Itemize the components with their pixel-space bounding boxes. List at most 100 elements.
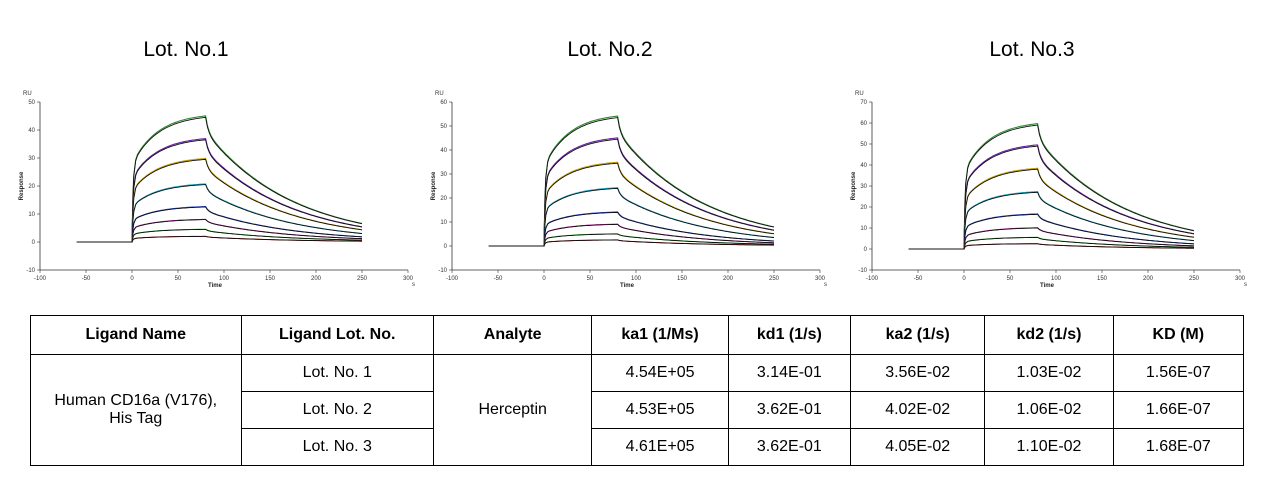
x-tick-label: 250 [769, 276, 780, 282]
fit-curve [908, 243, 1194, 250]
x-tick-label: 100 [219, 276, 230, 282]
x-tick-label: 50 [1007, 276, 1014, 282]
y-tick-label: 40 [860, 163, 867, 169]
y-unit-label: RU [23, 91, 32, 97]
sensorgram-panel-1: Lot. No.1 -10 0 10 20 30 40 50 -100 -50 0 50 100 150… [0, 0, 420, 300]
x-tick-label: 0 [542, 276, 546, 282]
x-tick-label: -100 [446, 276, 459, 282]
x-tick-label: 100 [1051, 276, 1062, 282]
x-unit-label: s [412, 282, 415, 288]
y-axis-label: Response [431, 171, 437, 200]
x-tick-label: 200 [723, 276, 734, 282]
x-tick-label: -50 [82, 276, 91, 282]
y-tick-label: -10 [26, 268, 35, 274]
x-axis-label: Time [1040, 283, 1055, 289]
ka1-cell: 4.54E+05 [591, 354, 729, 392]
x-unit-label: s [824, 282, 827, 288]
y-tick-label: 70 [860, 100, 867, 106]
ka1-cell: 4.53E+05 [591, 391, 729, 429]
x-tick-label: -50 [494, 276, 503, 282]
x-tick-label: -50 [914, 276, 923, 282]
x-tick-label: 150 [265, 276, 276, 282]
lot-cell: Lot. No. 3 [240, 428, 434, 466]
kd1-cell: 3.14E-01 [727, 354, 852, 392]
x-tick-label: 100 [631, 276, 642, 282]
header-kd: KD (M) [1112, 315, 1245, 355]
header-analyte: Analyte [432, 315, 593, 355]
header-kd2: kd2 (1/s) [984, 315, 1114, 355]
ligand-name-cell: Human CD16a (V176), His Tag [30, 354, 242, 466]
header-ka1: ka1 (1/Ms) [591, 315, 729, 355]
y-tick-label: 50 [28, 100, 35, 106]
x-tick-label: 150 [1097, 276, 1108, 282]
fit-curve [76, 235, 362, 243]
y-tick-label: 60 [860, 121, 867, 127]
ka1-cell: 4.61E+05 [591, 428, 729, 466]
panel-title: Lot. No.2 [567, 38, 653, 61]
ka2-cell: 4.05E-02 [849, 428, 986, 466]
y-tick-label: 40 [440, 148, 447, 154]
y-tick-label: 20 [28, 184, 35, 190]
header-ka2: ka2 (1/s) [849, 315, 986, 355]
y-unit-label: RU [435, 91, 444, 97]
y-tick-label: 30 [28, 156, 35, 162]
y-tick-label: 10 [28, 212, 35, 218]
lot-cell: Lot. No. 1 [240, 354, 434, 392]
sensorgram-panel-3: Lot. No.3 -10 0 10 20 30 40 50 60 70 -100 -50 0 50 10… [832, 0, 1252, 300]
y-axis-label: Response [851, 171, 857, 200]
x-tick-label: 300 [403, 276, 414, 282]
x-tick-label: 200 [311, 276, 322, 282]
y-tick-label: 50 [440, 124, 447, 130]
x-unit-label: s [1244, 282, 1247, 288]
y-tick-label: 40 [28, 128, 35, 134]
x-tick-label: 0 [130, 276, 134, 282]
fit-curve [908, 168, 1195, 250]
table-row: Lot. No. 3 4.61E+05 3.62E-01 4.05E-02 1.… [31, 428, 1245, 466]
y-unit-label: RU [855, 91, 864, 97]
y-tick-label: 50 [860, 142, 867, 148]
kd-cell: 1.68E-07 [1112, 428, 1245, 466]
y-tick-label: 10 [440, 220, 447, 226]
kd2-cell: 1.03E-02 [984, 354, 1114, 392]
sensorgram-curve [488, 161, 775, 247]
panel-title: Lot. No.1 [143, 38, 229, 61]
ka2-cell: 3.56E-02 [849, 354, 986, 392]
y-tick-label: 0 [444, 244, 448, 250]
x-tick-label: 0 [962, 276, 966, 282]
table-row: Human CD16a (V176), His Tag Lot. No. 1 H… [30, 354, 1245, 466]
y-tick-label: -10 [438, 268, 447, 274]
fit-curve [488, 162, 775, 247]
sensorgram-panel-2: Lot. No.2 -10 0 10 20 30 40 50 60 -100 -50 0 50 100 1… [412, 0, 832, 300]
x-tick-label: -100 [34, 276, 47, 282]
fit-curve [488, 117, 775, 247]
analyte-cell: Herceptin [432, 354, 593, 466]
y-tick-label: 10 [860, 226, 867, 232]
kd2-cell: 1.10E-02 [984, 428, 1114, 466]
kinetics-table: Ligand Name Ligand Lot. No. Analyte ka1 … [30, 315, 1245, 466]
header-kd1: kd1 (1/s) [727, 315, 852, 355]
sensorgram-curve [76, 157, 363, 243]
table-header-row: Ligand Name Ligand Lot. No. Analyte ka1 … [30, 315, 1245, 355]
fit-curve [76, 139, 363, 243]
x-axis-label: Time [208, 283, 223, 289]
ka2-cell: 4.02E-02 [849, 391, 986, 429]
kd1-cell: 3.62E-01 [727, 428, 852, 466]
y-tick-label: 20 [860, 205, 867, 211]
kd-cell: 1.56E-07 [1112, 354, 1245, 392]
fit-curve [488, 239, 774, 247]
x-tick-label: 200 [1143, 276, 1154, 282]
sensorgram-curve [908, 167, 1195, 250]
panel-title: Lot. No.3 [989, 38, 1075, 61]
y-axis-label: Response [19, 171, 25, 200]
kd1-cell: 3.62E-01 [727, 391, 852, 429]
header-ligand-name: Ligand Name [30, 315, 242, 355]
header-ligand-lot: Ligand Lot. No. [240, 315, 434, 355]
fit-curve [908, 124, 1195, 250]
y-tick-label: 20 [440, 196, 447, 202]
sensorgram-curve [76, 137, 363, 243]
x-tick-label: 300 [1235, 276, 1246, 282]
x-tick-label: 250 [1189, 276, 1200, 282]
y-tick-label: 30 [860, 184, 867, 190]
